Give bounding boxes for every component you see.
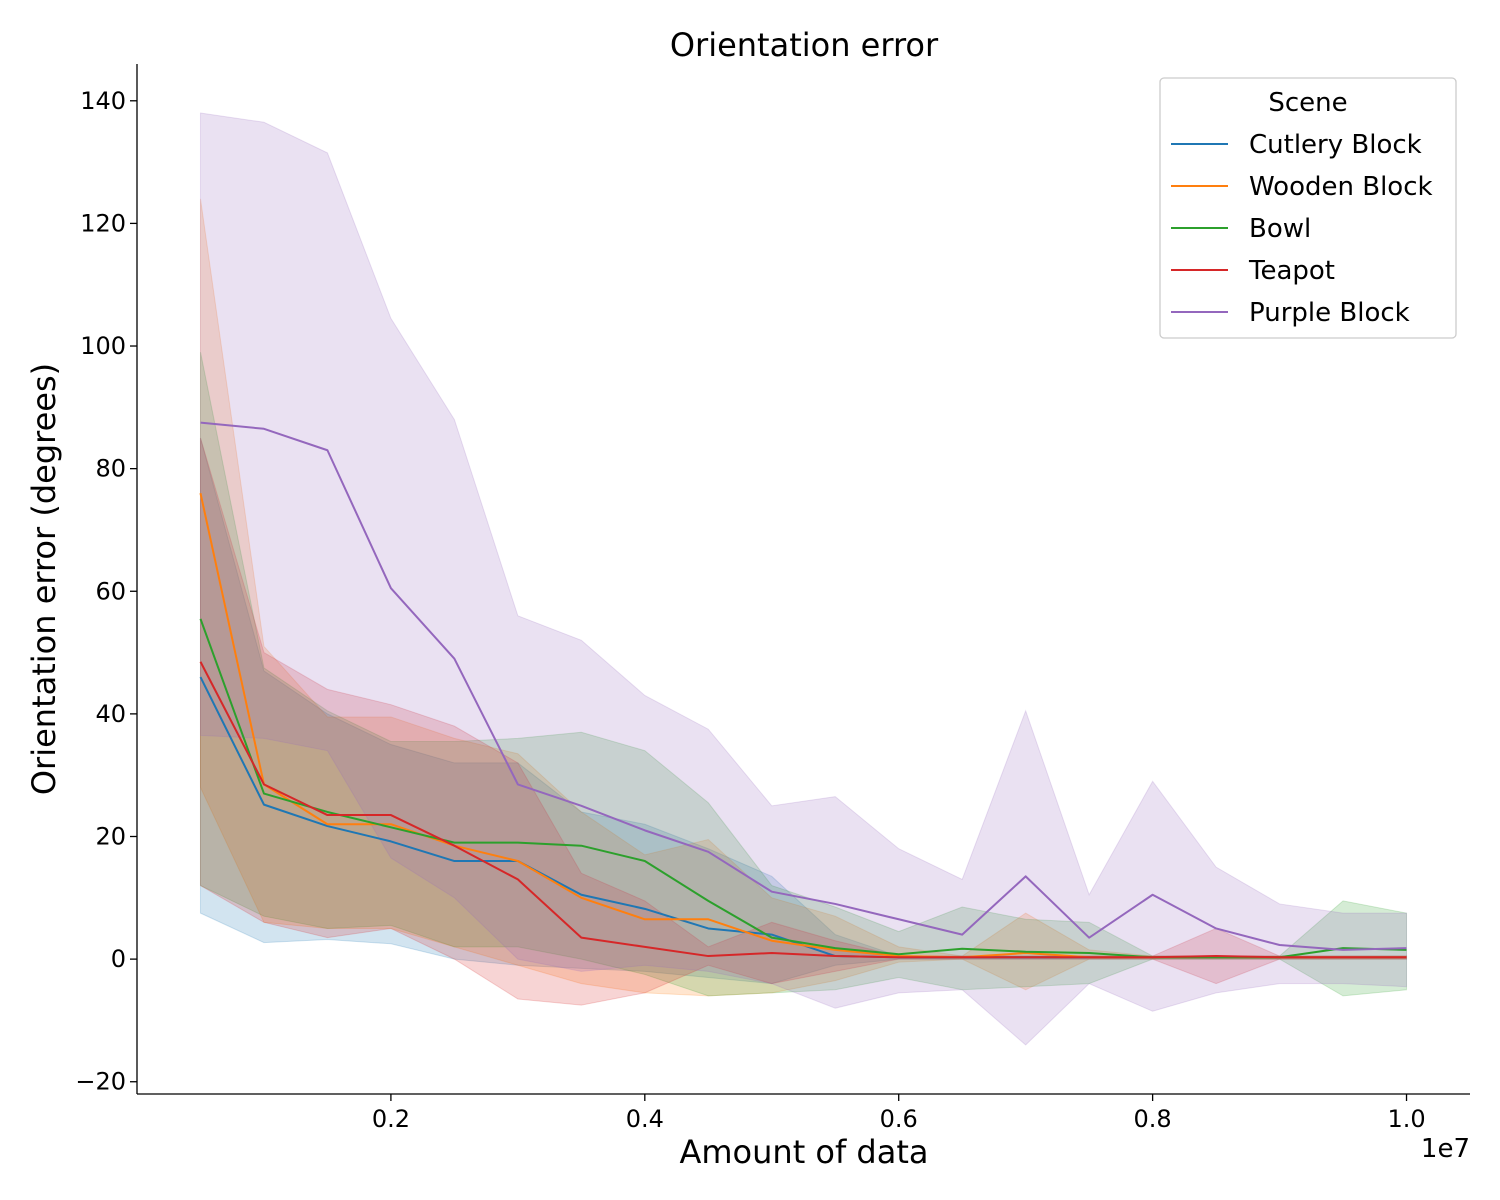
y-tick-label: 80: [95, 455, 126, 483]
band-purple-block: [199, 112, 1408, 1046]
y-tick-label: 0: [111, 945, 126, 973]
plot-area: [199, 112, 1408, 1046]
legend-label-cutlery-block: Cutlery Block: [1249, 130, 1422, 160]
legend-label-purple-block: Purple Block: [1249, 298, 1410, 328]
confidence-bands: [199, 112, 1408, 1046]
y-tick-label: 60: [95, 577, 126, 605]
y-axis-ticks: −20 0 20 40 60 80 100 120 140: [75, 87, 137, 1096]
y-tick-label: 20: [95, 823, 126, 851]
x-axis-label: Amount of data: [679, 1133, 928, 1171]
legend-title: Scene: [1268, 88, 1347, 118]
chart-title: Orientation error: [670, 26, 939, 64]
band-cutlery-block: [199, 437, 1408, 985]
legend-frame: [1159, 77, 1457, 339]
y-tick-label: 40: [95, 700, 126, 728]
y-tick-label: 100: [80, 332, 126, 360]
x-tick-label: 0.2: [372, 1105, 410, 1133]
legend-label-bowl: Bowl: [1249, 214, 1311, 244]
band-teapot: [199, 437, 1408, 1006]
x-axis-ticks: 0.2 0.4 0.6 0.8 1.0: [372, 1094, 1426, 1133]
y-tick-label: −20: [75, 1068, 126, 1096]
x-tick-label: 0.4: [626, 1105, 664, 1133]
x-axis-offset-label: 1e7: [1421, 1134, 1470, 1164]
x-tick-label: 1.0: [1387, 1105, 1425, 1133]
legend-label-teapot: Teapot: [1248, 256, 1335, 286]
legend: Scene Cutlery Block Wooden Block Bowl Teapo…: [1159, 77, 1457, 339]
band-bowl: [199, 352, 1408, 997]
y-tick-label: 120: [80, 209, 126, 237]
legend-label-wooden-block: Wooden Block: [1249, 172, 1433, 202]
y-tick-label: 140: [80, 87, 126, 115]
x-tick-label: 0.8: [1134, 1105, 1172, 1133]
band-wooden-block: [199, 198, 1408, 997]
x-tick-label: 0.6: [880, 1105, 918, 1133]
line-bowl: [199, 618, 1407, 959]
series-lines: [199, 421, 1407, 959]
legend-items: Cutlery Block Wooden Block Bowl Teapot Purpl…: [1171, 130, 1433, 328]
y-axis-label: Orientation error (degrees): [25, 363, 63, 795]
line-purple-block: [200, 421, 1407, 951]
line-teapot: [199, 661, 1407, 959]
